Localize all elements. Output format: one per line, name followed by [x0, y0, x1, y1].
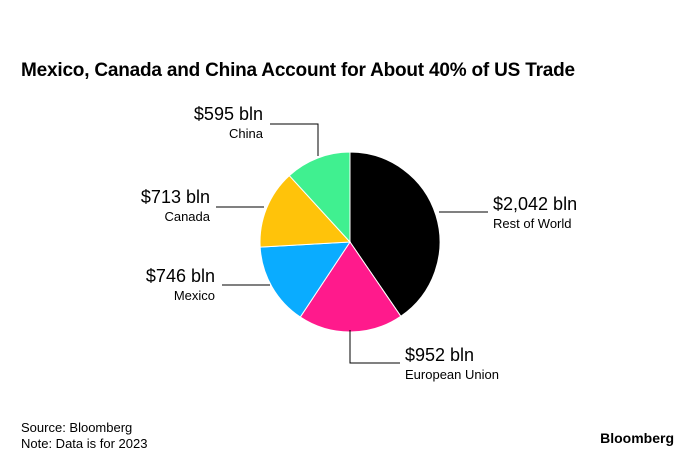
- value-label-mexico: $746 bln: [146, 266, 215, 286]
- category-label-rest-of-world: Rest of World: [493, 216, 572, 231]
- category-label-china: China: [229, 126, 264, 141]
- leader-line-european-union: [349, 330, 400, 364]
- chart-footer: Source: Bloomberg Note: Data is for 2023: [21, 420, 147, 452]
- pie-slice-canada: [259, 174, 352, 248]
- leader-line-china: [270, 123, 319, 156]
- value-label-china: $595 bln: [194, 104, 263, 124]
- pie-chart: $2,042 bln Rest of World $952 bln European …: [141, 104, 577, 382]
- source-note: Source: Bloomberg: [21, 420, 133, 435]
- pie-slice-mexico: [259, 241, 351, 318]
- value-label-european-union: $952 bln: [405, 345, 474, 365]
- leader-lines: [216, 123, 488, 364]
- value-label-rest-of-world: $2,042 bln: [493, 194, 577, 214]
- chart-title: Mexico, Canada and China Account for Abo…: [21, 60, 575, 81]
- pie-slice-china: [288, 151, 351, 244]
- category-label-mexico: Mexico: [174, 288, 215, 303]
- slice-labels: $2,042 bln Rest of World $952 bln European …: [141, 104, 577, 382]
- value-label-canada: $713 bln: [141, 187, 210, 207]
- pie-slices: [259, 151, 441, 333]
- pie-slice-rest-of-world: [349, 151, 441, 317]
- pie-slice-european-union: [299, 241, 402, 333]
- bloomberg-logo: Bloomberg: [600, 430, 674, 446]
- data-note: Note: Data is for 2023: [21, 436, 148, 451]
- category-label-canada: Canada: [164, 209, 210, 224]
- category-label-european-union: European Union: [405, 367, 499, 382]
